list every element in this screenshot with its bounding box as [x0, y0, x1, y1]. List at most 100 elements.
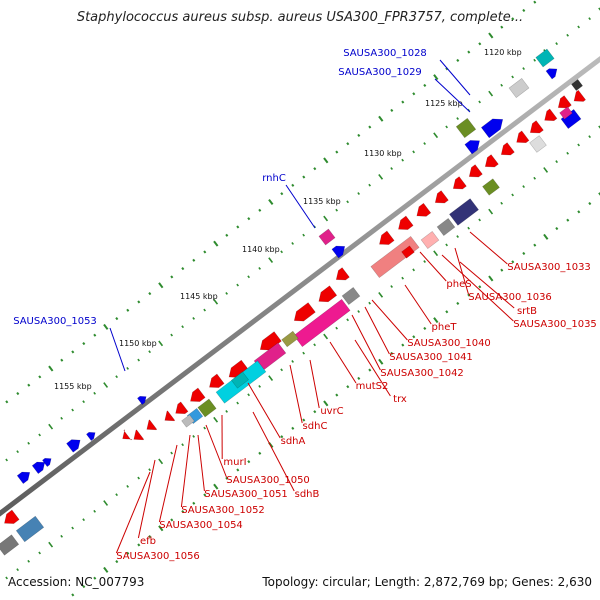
forward-gene-body: [66, 439, 81, 453]
forward-gene: [16, 471, 31, 484]
reverse-gene: [259, 331, 282, 351]
tick-mark: [137, 476, 140, 480]
genome-backbone: [0, 55, 600, 517]
tick-mark: [555, 226, 559, 231]
reverse-gene-body: [209, 373, 225, 388]
tick-mark: [478, 285, 482, 289]
tick-mark: [213, 483, 219, 490]
gene-label: trx: [393, 394, 407, 405]
tick-mark: [543, 233, 549, 240]
tick-mark: [445, 310, 449, 314]
reverse-gene-body: [259, 331, 282, 351]
tick-mark: [346, 200, 349, 204]
tick-mark: [247, 393, 250, 397]
reverse-gene: [175, 401, 189, 415]
reverse-gene: [449, 198, 479, 226]
tick-mark: [236, 468, 240, 472]
reverse-gene-body: [318, 285, 338, 303]
reverse-gene: [181, 414, 195, 428]
reverse-gene: [197, 398, 217, 418]
reverse-gene: [164, 410, 176, 422]
reverse-gene: [416, 202, 432, 217]
gene-label: srtB: [517, 306, 537, 317]
tick-mark: [247, 217, 251, 221]
tick-mark: [357, 310, 360, 313]
tick-mark: [291, 183, 295, 187]
tick-mark: [38, 551, 41, 555]
reverse-gene: [341, 287, 361, 305]
forward-gene-body: [16, 471, 31, 484]
tick-mark: [82, 400, 85, 404]
tick-mark: [401, 158, 404, 162]
tick-mark: [93, 391, 96, 395]
tick-mark: [511, 17, 515, 21]
gene-label: pheS: [446, 279, 471, 290]
tick-mark: [566, 218, 570, 222]
tick-mark: [346, 142, 350, 146]
reverse-gene-body: [401, 245, 415, 259]
reverse-gene-body: [293, 298, 351, 348]
tick-mark: [522, 8, 526, 13]
reverse-gene-body: [133, 429, 145, 441]
tick-mark: [522, 251, 526, 256]
tick-mark: [38, 433, 41, 437]
kbp-label: 1145 kbp: [180, 292, 218, 301]
tick-mark: [323, 215, 329, 222]
tick-mark: [423, 326, 427, 330]
reverse-gene: [468, 164, 483, 178]
tick-mark: [225, 233, 229, 237]
tick-mark: [500, 268, 504, 272]
tick-mark: [148, 468, 151, 472]
leader-line: [109, 327, 126, 372]
tick-mark: [225, 476, 229, 480]
reverse-gene: [436, 218, 456, 236]
tick-mark: [225, 291, 228, 295]
kbp-label: 1140 kbp: [242, 245, 280, 254]
leader-line: [137, 459, 156, 539]
reverse-gene: [293, 298, 351, 348]
reverse-gene-body: [449, 198, 479, 226]
forward-gene: [31, 461, 46, 474]
reverse-gene-body: [500, 142, 515, 156]
tick-mark: [60, 358, 64, 362]
tick-mark: [236, 401, 239, 405]
tick-mark: [291, 360, 294, 363]
tick-mark: [555, 42, 558, 46]
tick-mark: [203, 426, 206, 430]
tick-mark: [71, 350, 75, 354]
reverse-gene: [484, 154, 499, 168]
tick-mark: [335, 393, 339, 397]
tick-mark: [368, 183, 371, 187]
tick-mark: [543, 167, 549, 173]
kbp-label: 1125 kbp: [425, 99, 463, 108]
tick-mark: [456, 235, 459, 239]
reverse-gene-body: [529, 135, 547, 153]
tick-mark: [335, 326, 338, 330]
tick-mark: [115, 375, 118, 379]
tick-mark: [378, 115, 384, 122]
tick-mark: [27, 383, 31, 387]
tick-mark: [433, 132, 439, 139]
forward-gene-body: [331, 245, 346, 259]
forward-gene: [86, 432, 96, 441]
reverse-gene: [122, 429, 133, 441]
gene-label: sdhA: [281, 436, 306, 447]
tick-mark: [236, 225, 240, 229]
reverse-gene-body: [122, 429, 133, 441]
tick-mark: [115, 317, 119, 321]
tick-mark: [115, 493, 118, 497]
gene-label: pheT: [432, 322, 458, 333]
tick-mark: [598, 125, 600, 132]
leader-line: [371, 299, 408, 341]
forward-gene: [545, 68, 558, 80]
reverse-gene-body: [341, 287, 361, 305]
tick-mark: [93, 509, 96, 513]
tick-mark: [158, 525, 164, 532]
reverse-gene: [516, 130, 530, 144]
forward-gene-body: [508, 78, 530, 98]
forward-gene-body: [482, 178, 500, 196]
reverse-gene-body: [146, 419, 158, 431]
reverse-gene: [544, 108, 558, 122]
reverse-gene: [4, 509, 20, 524]
tick-mark: [423, 260, 426, 263]
